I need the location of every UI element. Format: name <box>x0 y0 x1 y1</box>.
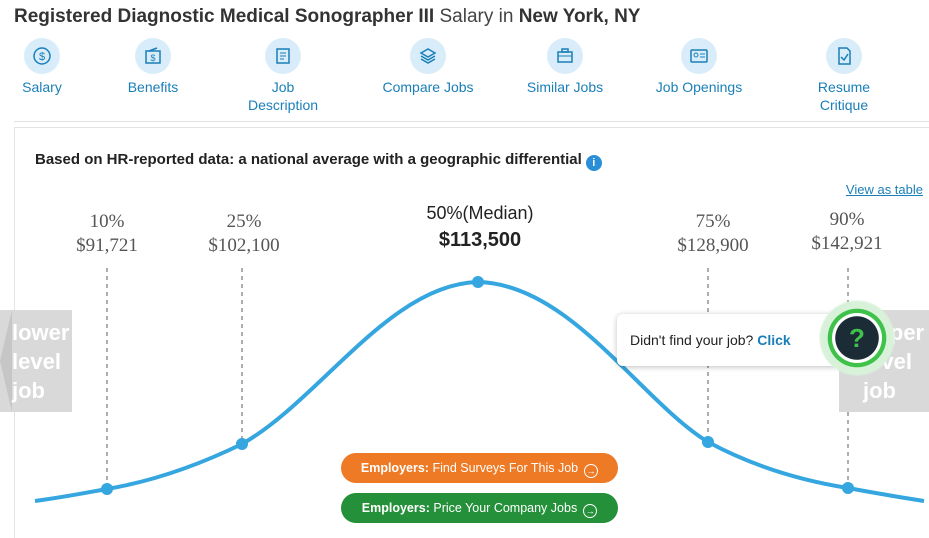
tab-job-description[interactable]: Job Description <box>240 38 326 114</box>
tab-bar: $ Salary $ Benefits Job Description Comp… <box>0 38 929 118</box>
tab-label: Compare Jobs <box>382 79 474 95</box>
tab-salary[interactable]: $ Salary <box>18 38 66 96</box>
lower-level-job-button[interactable]: lower level job <box>0 310 72 412</box>
p90-label: 90% $142,921 <box>811 208 882 256</box>
svg-text:$: $ <box>39 51 45 63</box>
lower-level-text: lower level job <box>12 318 69 405</box>
p10-point <box>101 483 113 495</box>
tab-compare-jobs[interactable]: Compare Jobs <box>380 38 476 96</box>
arrow-right-icon: → <box>584 464 599 478</box>
p75-percent: 75% <box>695 211 731 232</box>
job-location: New York, NY <box>518 6 641 27</box>
lower-level-line: job <box>12 378 45 403</box>
dollar-coin-icon: $ <box>24 38 60 74</box>
p25-label: 25% $102,100 <box>208 210 279 258</box>
arrow-right-icon: → <box>583 504 598 518</box>
tab-label: Benefits <box>127 79 179 95</box>
p75-point <box>702 436 714 448</box>
p50-point <box>472 276 484 288</box>
id-card-icon <box>681 38 717 74</box>
tab-benefits[interactable]: $ Benefits <box>122 38 184 96</box>
help-text: Didn't find your job? <box>630 332 754 348</box>
median-value: $113,500 <box>438 229 522 251</box>
tab-divider <box>14 121 929 122</box>
p90-percent: 90% <box>829 209 865 230</box>
chart-heading: Based on HR-reported data: a national av… <box>35 151 602 171</box>
price-jobs-button[interactable]: Employers: Price Your Company Jobs → <box>341 493 618 523</box>
median-percent: 50%(Median) <box>426 203 534 223</box>
tab-label: Job Description <box>247 79 319 113</box>
svg-text:$: $ <box>150 53 155 63</box>
job-title: Registered Diagnostic Medical Sonographe… <box>14 6 435 27</box>
find-surveys-button[interactable]: Employers: Find Surveys For This Job → <box>341 453 618 483</box>
p10-value: $91,721 <box>76 235 138 256</box>
button-prefix: Employers: <box>360 461 429 475</box>
p25-point <box>236 438 248 450</box>
tab-label: Resume Critique <box>817 79 871 113</box>
heading-text: Based on HR-reported data: a national av… <box>35 151 582 168</box>
info-icon[interactable]: i <box>585 155 602 171</box>
p75-value: $128,900 <box>677 235 749 256</box>
lower-level-line: level <box>12 349 61 374</box>
layers-icon <box>410 38 446 74</box>
resume-check-icon <box>826 38 862 74</box>
question-mark-icon[interactable]: ? <box>819 300 895 376</box>
view-as-table-link[interactable]: View as table <box>845 182 923 197</box>
help-bubble: Didn't find your job? Click <box>617 314 840 366</box>
help-click-link[interactable]: Click <box>757 332 791 348</box>
tab-label: Similar Jobs <box>526 79 604 95</box>
p75-label: 75% $128,900 <box>677 210 748 258</box>
tab-resume-critique[interactable]: Resume Critique <box>808 38 880 114</box>
p10-percent: 10% <box>89 211 125 232</box>
button-prefix: Employers: <box>361 501 430 515</box>
p25-value: $102,100 <box>208 235 280 256</box>
tab-label: Salary <box>22 79 62 95</box>
p10-label: 10% $91,721 <box>76 210 138 258</box>
lower-level-line: lower <box>12 320 70 345</box>
title-middle: Salary in <box>439 6 514 27</box>
p90-point <box>842 482 854 494</box>
briefcase-icon <box>547 38 583 74</box>
upper-level-line: job <box>863 378 896 403</box>
button-text: Find Surveys For This Job <box>432 461 579 475</box>
tab-label: Job Openings <box>655 79 743 95</box>
document-icon <box>265 38 301 74</box>
tab-job-openings[interactable]: Job Openings <box>652 38 746 96</box>
tab-similar-jobs[interactable]: Similar Jobs <box>522 38 608 96</box>
p90-value: $142,921 <box>811 233 883 254</box>
p25-percent: 25% <box>226 211 262 232</box>
benefits-icon: $ <box>135 38 171 74</box>
median-label: 50%(Median) $113,500 <box>426 201 533 255</box>
page-title: Registered Diagnostic Medical Sonographe… <box>14 6 640 28</box>
button-text: Price Your Company Jobs <box>433 501 578 515</box>
